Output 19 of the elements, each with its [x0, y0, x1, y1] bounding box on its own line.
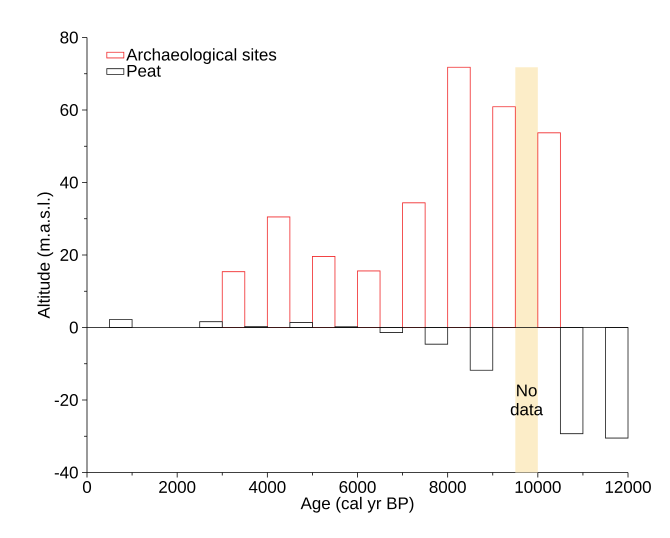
y-tick-label: -40	[54, 466, 78, 478]
x-tick-label: 8000	[430, 481, 466, 493]
x-tick-label: 10000	[516, 481, 561, 493]
y-axis-title: Altitude (m.a.s.l.)	[37, 192, 54, 318]
legend-label: Archaeological sites	[126, 48, 276, 64]
y-tick-label: 20	[60, 249, 78, 261]
x-tick-label: 12000	[606, 481, 651, 493]
x-tick-label: 4000	[248, 481, 286, 493]
y-tick-label: 80	[60, 31, 78, 44]
y-tick-label: 60	[60, 104, 78, 116]
x-axis-title: Age (cal yr BP)	[300, 496, 414, 513]
x-tick-label: 0	[82, 481, 92, 493]
x-tick-label: 6000	[340, 481, 376, 493]
band-label: No data	[510, 384, 544, 416]
y-tick-label: -20	[54, 394, 78, 406]
y-tick-label: 0	[70, 322, 78, 334]
x-tick-label: 2000	[159, 481, 196, 493]
y-tick-label: 40	[60, 176, 78, 188]
legend-label: Peat	[128, 64, 161, 77]
